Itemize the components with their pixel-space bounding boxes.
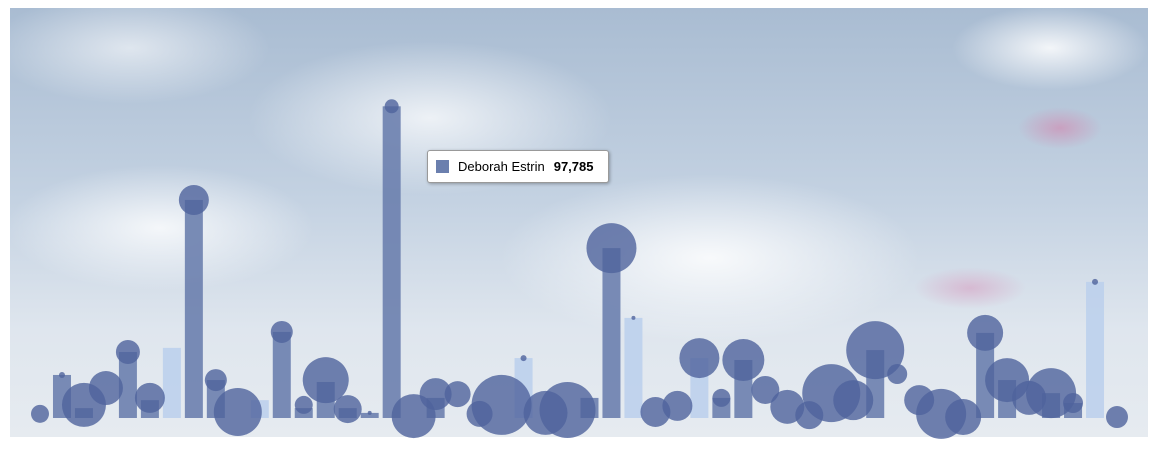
bubble xyxy=(1106,406,1128,429)
tooltip: Deborah Estrin 97,785 xyxy=(427,150,609,183)
bubble xyxy=(270,320,293,343)
bubble xyxy=(631,315,636,320)
bubble xyxy=(88,371,123,406)
tooltip-value: 97,785 xyxy=(553,159,594,174)
bar xyxy=(1086,281,1105,418)
bubble xyxy=(384,99,399,114)
bubble xyxy=(833,380,874,421)
bar xyxy=(162,347,181,418)
bar xyxy=(272,331,291,418)
bar xyxy=(382,106,401,419)
bubble xyxy=(31,404,49,423)
tooltip-swatch xyxy=(436,160,449,173)
bar xyxy=(118,352,137,418)
bubble xyxy=(887,364,908,385)
bubble xyxy=(1063,393,1084,414)
bubble xyxy=(679,338,720,379)
bar xyxy=(624,317,643,418)
bubble xyxy=(945,399,982,436)
bubble xyxy=(178,184,209,215)
bubble xyxy=(134,382,165,413)
bar xyxy=(602,248,621,418)
bubble xyxy=(539,382,596,439)
bubble xyxy=(367,410,372,415)
bubble xyxy=(586,223,637,274)
bubble xyxy=(1092,278,1099,285)
bubble xyxy=(662,390,693,421)
bubble xyxy=(333,395,362,424)
bubble xyxy=(294,395,313,414)
bar xyxy=(184,199,203,418)
bubble xyxy=(520,355,527,362)
bubble xyxy=(751,375,780,404)
bubble xyxy=(115,340,140,365)
bubble xyxy=(58,371,65,378)
bubble xyxy=(712,388,731,407)
bubble xyxy=(302,357,349,404)
bar xyxy=(976,332,995,418)
tooltip-name: Deborah Estrin xyxy=(458,159,545,174)
bubble xyxy=(471,374,532,435)
bubble xyxy=(967,314,1004,351)
bubble xyxy=(846,321,905,380)
bubble xyxy=(722,338,765,381)
bubble xyxy=(444,381,471,408)
bar xyxy=(360,412,379,418)
bubble xyxy=(213,387,262,436)
bubble xyxy=(204,369,227,392)
bubble xyxy=(419,378,452,411)
